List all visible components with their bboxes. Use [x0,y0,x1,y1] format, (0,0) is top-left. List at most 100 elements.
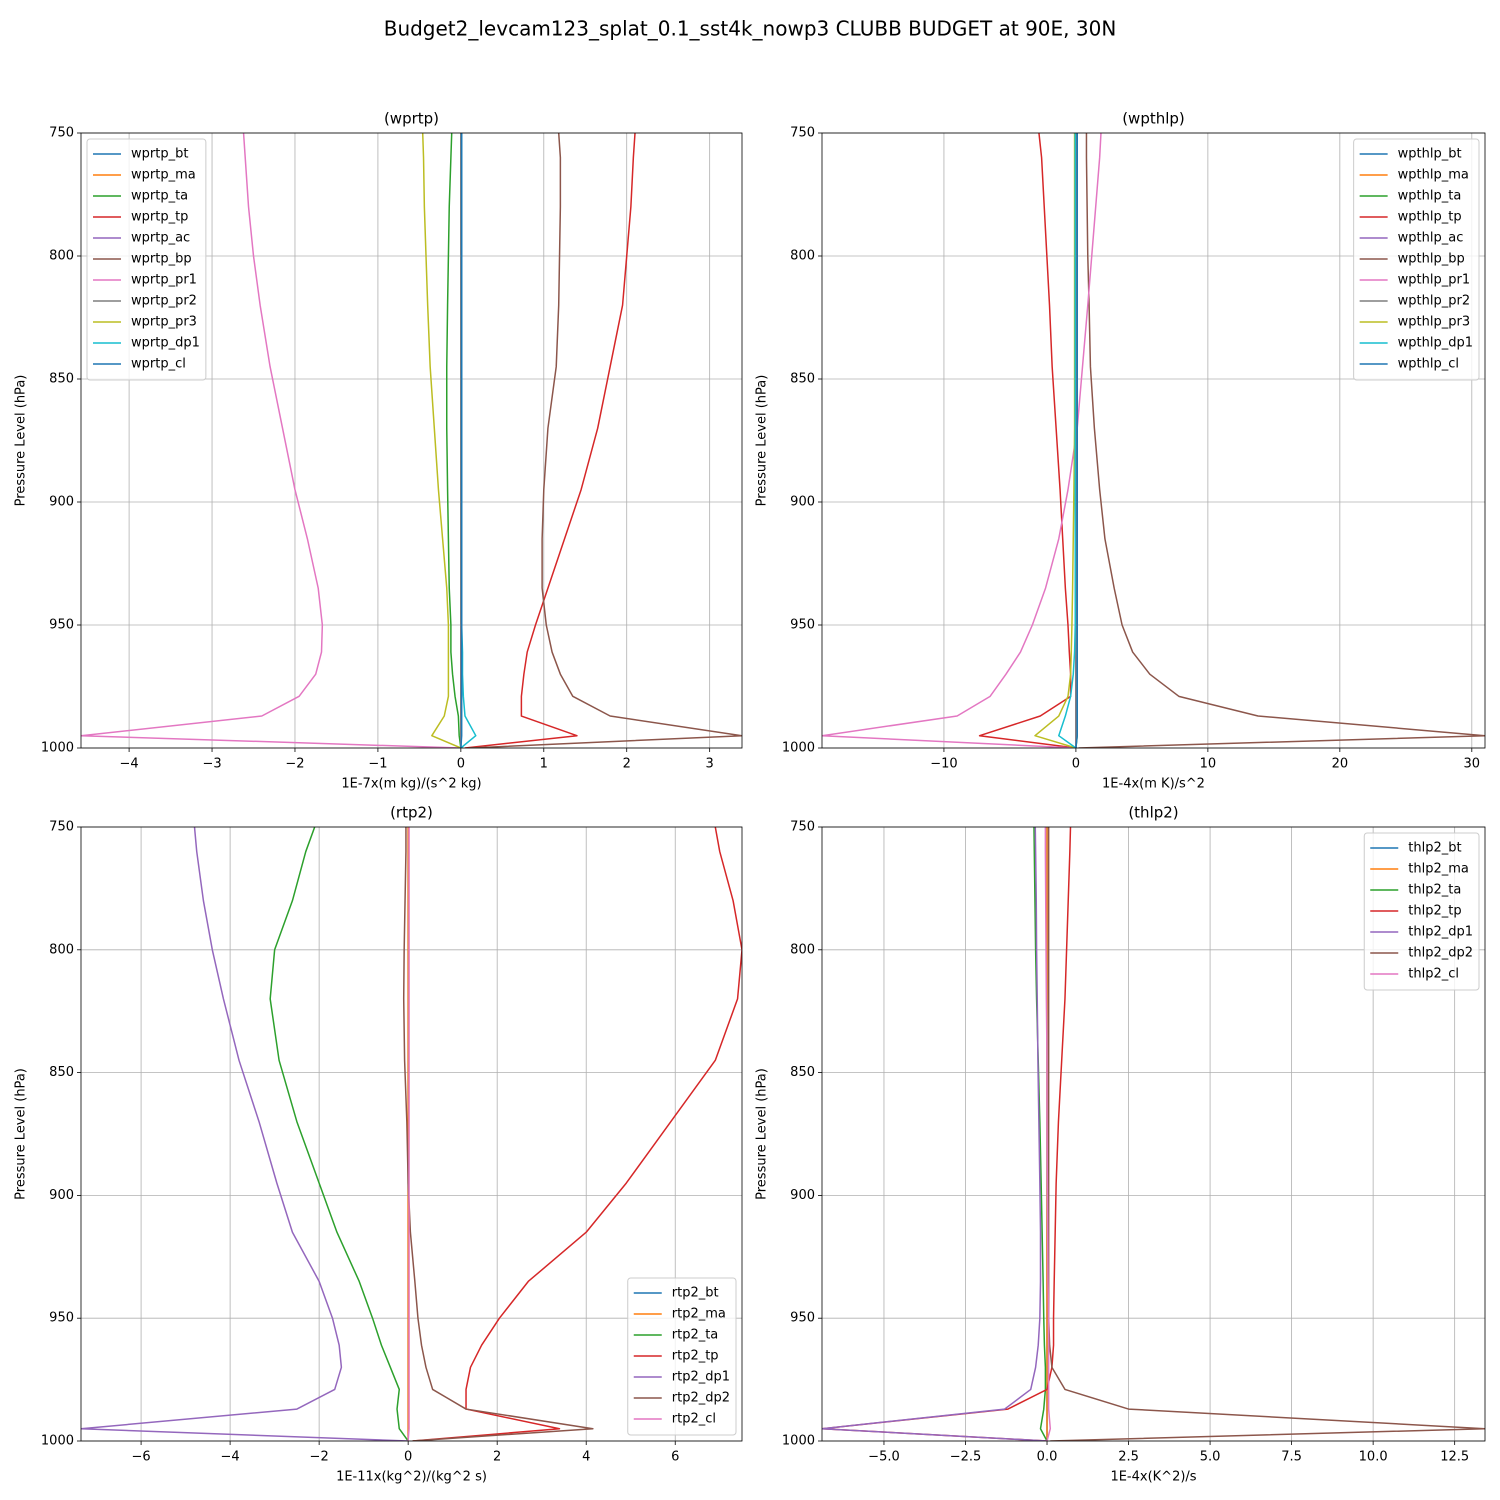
lines [822,827,1485,1441]
line-series [822,827,1048,1441]
x-tick-label: 5.0 [1200,1450,1221,1465]
legend-label: wpthlp_pr1 [1398,273,1470,288]
x-tick-label: 0 [1072,757,1080,772]
line-series [469,133,742,748]
line-series [460,133,477,748]
y-tick-label: 850 [49,372,74,387]
subplot: (rtp2) 1E-11x(kg^2)/(kg^2 s) Pressure Leve… [14,804,743,1485]
axes-frame [821,826,1486,1442]
legend-label: rtp2_ta [672,1328,719,1343]
legend-label: wprtp_ma [131,168,196,183]
legend: wpthlp_bt wpthlp_ma wpthlp_ta wpthlp_tpwpth… [1353,138,1480,381]
x-tick-label: 30 [1464,757,1481,772]
line-series [1058,133,1077,748]
x-tick-label: 0 [404,1450,412,1465]
legend-label: wprtp_tp [131,210,188,225]
x-tick-label: −2 [285,757,304,772]
figure-title: Budget2_levcam123_splat_0.1_sst4k_nowp3 … [384,17,1117,41]
line-series [412,827,742,1441]
y-axis-label: Pressure Level (hPa) [14,375,29,507]
legend-label: thlp2_bt [1408,841,1461,856]
x-tick-label: 12.5 [1440,1450,1469,1465]
legend-label: wpthlp_dp1 [1398,336,1473,351]
legend-label: wpthlp_ac [1398,231,1464,246]
y-tick-label: 750 [49,126,74,141]
y-tick-label: 800 [790,249,815,264]
line-series [822,827,1072,1441]
legend-label: wprtp_pr1 [131,273,197,288]
legend-label: wpthlp_pr3 [1398,315,1470,330]
y-tick-label: 950 [790,1311,815,1326]
subplot-title: (wpthlp) [1122,110,1185,128]
x-tick-label: −4 [120,757,139,772]
line-series [402,827,594,1441]
line-series [421,133,462,748]
subplot: (wprtp) 1E-7x(m kg)/(s^2 kg) Pressure Leve… [14,110,743,792]
x-tick-label: 7.5 [1281,1450,1302,1465]
legend-label: rtp2_dp2 [672,1391,730,1406]
legend-label: rtp2_bt [672,1286,719,1301]
y-tick-label: 850 [49,1065,74,1080]
legend-label: thlp2_cl [1408,967,1459,982]
x-tick-label: −4 [221,1450,240,1465]
y-tick-label: 900 [49,1188,74,1203]
legend-label: rtp2_dp1 [672,1370,730,1385]
legend-label: rtp2_cl [672,1412,716,1427]
y-tick-label: 950 [49,618,74,633]
axes-frame [80,132,743,749]
x-tick-label: 10.0 [1359,1450,1388,1465]
line-series [1078,133,1485,748]
subplot-title: (wprtp) [384,110,439,128]
subplot: (wpthlp) 1E-4x(m K)/s^2 Pressure Level (hP… [755,110,1486,792]
line-series [407,827,410,1441]
line-series [1033,827,1048,1441]
x-tick-label: 0.0 [1037,1450,1058,1465]
y-tick-label: 950 [49,1311,74,1326]
legend-label: wprtp_pr2 [131,294,197,309]
legend: wprtp_bt wprtp_ma wprtp_ta wprtp_tp wprtp_ac… [86,138,207,381]
legend-box [1353,138,1480,381]
legend-label: wpthlp_ta [1398,189,1462,204]
y-tick-label: 800 [49,942,74,957]
legend-label: thlp2_ta [1408,883,1461,898]
legend-box [1363,832,1480,991]
x-tick-label: 10 [1200,757,1217,772]
y-tick-label: 800 [790,942,815,957]
legend-label: thlp2_tp [1408,904,1461,919]
x-tick-label: 1 [540,757,548,772]
y-tick-label: 1000 [41,1434,74,1449]
axes-frame [821,132,1486,749]
legend-label: wpthlp_tp [1398,210,1462,225]
y-tick-label: 1000 [41,741,74,756]
legend-label: rtp2_tp [672,1349,719,1364]
line-series [460,133,463,748]
legend-label: thlp2_ma [1408,862,1469,877]
y-tick-label: 900 [49,495,74,510]
legend-label: wpthlp_pr2 [1398,294,1470,309]
y-tick-label: 850 [790,372,815,387]
subplot-title: (rtp2) [390,804,433,822]
x-tick-label: −3 [202,757,221,772]
x-axis-label: 1E-11x(kg^2)/(kg^2 s) [336,1470,487,1485]
line-series [822,133,1102,748]
legend-label: wprtp_dp1 [131,336,200,351]
line-series [81,133,461,748]
y-tick-label: 1000 [782,741,815,756]
y-tick-label: 750 [790,126,815,141]
subplot-title: (thlp2) [1128,804,1178,822]
x-tick-label: −2 [310,1450,329,1465]
y-axis-label: Pressure Level (hPa) [14,1068,29,1200]
subplot: (thlp2) 1E-4x(K^2)/s Pressure Level (hPa) −… [755,804,1486,1485]
legend-label: wprtp_ac [131,231,190,246]
y-tick-label: 850 [790,1065,815,1080]
y-axis-label: Pressure Level (hPa) [755,375,770,507]
legend-label: wpthlp_bp [1398,252,1465,267]
line-series [464,133,636,748]
x-tick-label: 0 [457,757,465,772]
x-tick-label: 6 [671,1450,679,1465]
x-tick-label: 4 [582,1450,590,1465]
legend-label: wprtp_pr3 [131,315,197,330]
y-tick-label: 750 [49,820,74,835]
